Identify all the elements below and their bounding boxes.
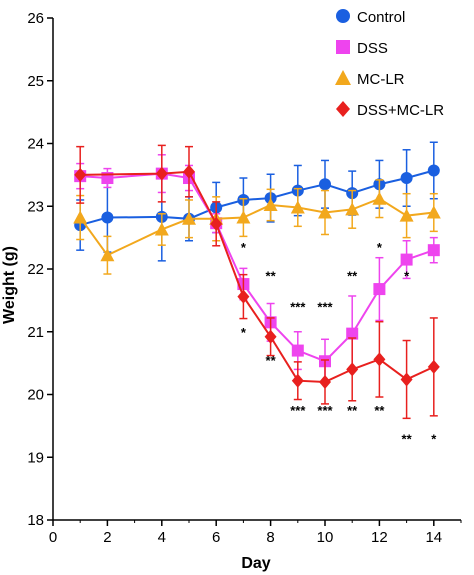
y-tick-label: 20	[27, 387, 44, 404]
significance-marker: **	[266, 268, 277, 283]
legend-item: Control	[336, 9, 405, 26]
x-axis-title: Day	[241, 555, 270, 572]
data-point	[291, 373, 304, 388]
series-dss-mc-lr	[74, 144, 440, 420]
y-tick-label: 26	[27, 10, 44, 27]
data-point	[345, 202, 360, 216]
data-point	[427, 164, 440, 177]
series-mc-lr	[73, 179, 441, 275]
legend-label: DSS	[357, 40, 388, 57]
data-point	[290, 200, 305, 214]
data-point	[400, 253, 413, 266]
y-tick-label: 24	[27, 136, 44, 153]
data-point	[236, 210, 251, 224]
data-point	[182, 211, 196, 225]
data-point	[400, 172, 413, 185]
data-point	[346, 327, 359, 340]
data-point	[73, 210, 88, 224]
data-point	[373, 283, 386, 296]
data-point	[264, 329, 277, 344]
series-dss	[74, 154, 440, 384]
significance-marker: **	[347, 403, 358, 418]
legend-item: DSS	[336, 40, 388, 57]
x-tick-label: 4	[158, 529, 166, 546]
x-tick-label: 2	[103, 529, 111, 546]
data-point	[155, 166, 168, 181]
significance-marker: **	[266, 353, 277, 368]
legend-label: DSS+MC-LR	[357, 102, 444, 119]
data-point	[319, 178, 331, 191]
y-tick-label: 21	[27, 324, 44, 341]
data-point	[427, 359, 440, 374]
data-point	[373, 352, 386, 367]
x-tick-label: 0	[49, 529, 57, 546]
significance-annotations: ****** ************* *** ** **** *	[241, 240, 437, 446]
legend-label: MC-LR	[357, 71, 405, 88]
data-point	[74, 167, 87, 182]
significance-marker: *	[377, 240, 383, 255]
data-point	[426, 205, 441, 219]
significance-marker: ***	[317, 300, 333, 315]
x-tick-label: 6	[212, 529, 220, 546]
legend-label: Control	[357, 9, 405, 26]
significance-marker: *	[241, 325, 247, 340]
series-layer	[73, 141, 441, 420]
significance-marker: **	[402, 431, 413, 446]
data-point	[100, 248, 115, 262]
data-point	[336, 40, 350, 54]
data-point	[319, 374, 331, 389]
data-point	[427, 244, 440, 257]
legend-item: MC-LR	[335, 70, 405, 88]
y-tick-label: 22	[27, 261, 44, 278]
y-tick-label: 25	[27, 73, 44, 90]
data-point	[101, 211, 114, 224]
data-point	[183, 164, 195, 179]
y-tick-label: 18	[27, 512, 44, 529]
data-point	[263, 197, 278, 211]
x-tick-label: 10	[317, 529, 334, 546]
data-point	[400, 372, 413, 387]
x-tick-label: 8	[266, 529, 274, 546]
significance-marker: *	[431, 431, 437, 446]
data-point	[399, 208, 414, 222]
y-axis-title: Weight (g)	[1, 246, 18, 324]
data-point	[336, 101, 350, 117]
legend-item: DSS+MC-LR	[336, 101, 444, 119]
data-point	[318, 205, 332, 219]
significance-marker: **	[347, 268, 358, 283]
x-tick-label: 12	[371, 529, 388, 546]
x-tick-label: 14	[425, 529, 442, 546]
significance-marker: ***	[290, 403, 306, 418]
data-point	[154, 222, 169, 236]
data-point	[372, 191, 387, 205]
significance-marker: *	[241, 240, 247, 255]
legend: Control DSS MC-LR DSS+MC-LR	[335, 9, 444, 119]
data-point	[291, 344, 304, 357]
data-point	[336, 9, 350, 23]
significance-marker: **	[374, 403, 385, 418]
y-tick-label: 23	[27, 198, 44, 215]
significance-marker: ***	[290, 300, 306, 315]
significance-marker: *	[404, 268, 410, 283]
data-point	[346, 362, 359, 377]
y-tick-label: 19	[27, 449, 44, 466]
data-point	[335, 70, 351, 85]
data-point	[210, 216, 223, 231]
data-point	[237, 289, 250, 304]
significance-marker: ***	[317, 403, 333, 418]
